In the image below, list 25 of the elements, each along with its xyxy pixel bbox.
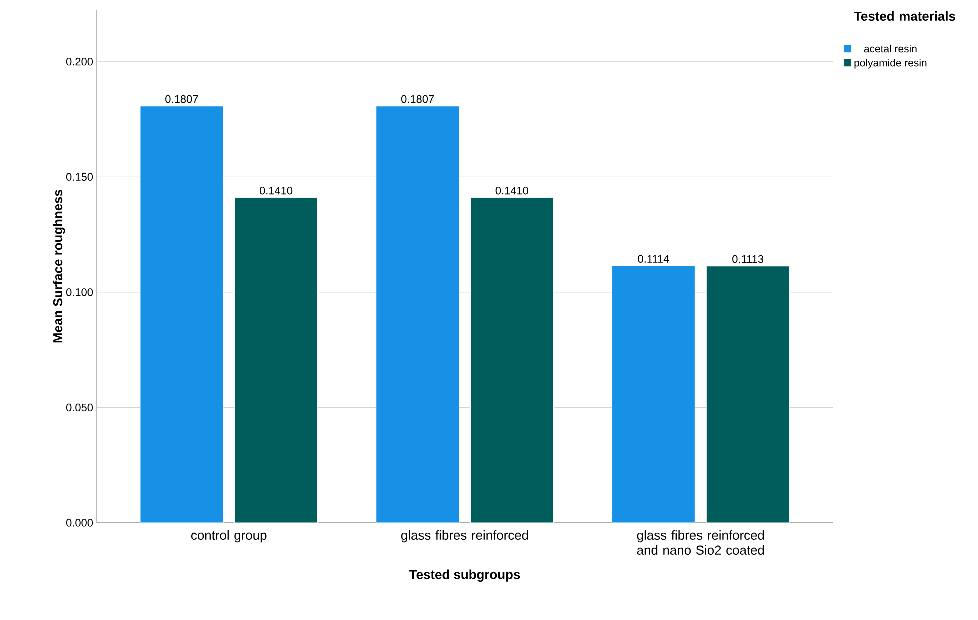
y-tick-label: 0.150 [66,173,94,182]
data-label: 0.1807 [166,95,198,104]
data-label: 0.1410 [496,186,529,195]
data-label: 0.1113 [732,255,764,264]
y-tick-label: 0.050 [66,404,94,412]
legend-title: Tested materials [854,12,956,22]
bar [234,198,318,523]
x-axis-title: Tested subgroups [410,570,520,582]
legend-label: polyamide resin [854,59,927,69]
bar [140,106,224,523]
legend-label: acetal resin [864,44,917,53]
x-tick-label: control group [191,530,267,543]
y-tick-label: 0.100 [66,288,94,296]
bar [706,266,790,523]
y-axis-title: Mean Surface roughness [53,190,66,343]
data-label: 0.1114 [638,255,670,263]
bar [470,198,554,523]
bar [612,266,696,523]
x-tick-label: glass fibres reinforced and nano Sio2 coated [637,530,764,555]
bar [376,106,460,523]
data-label: 0.1807 [401,95,434,104]
y-tick-label: 0.000 [66,519,94,527]
data-label: 0.1410 [260,186,293,195]
x-tick-label: glass fibres reinforced [401,530,528,543]
y-tick-label: 0.200 [66,58,94,66]
